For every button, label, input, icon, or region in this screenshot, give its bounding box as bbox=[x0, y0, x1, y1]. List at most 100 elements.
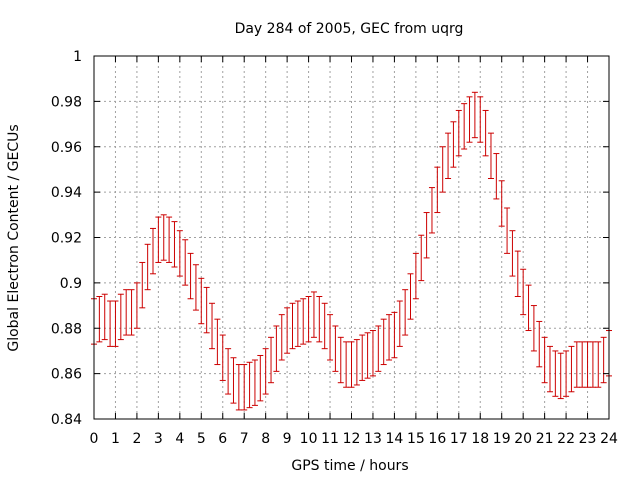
error-bar bbox=[96, 295, 103, 343]
error-bar bbox=[573, 341, 580, 388]
x-tick-label: 22 bbox=[557, 431, 575, 447]
x-tick-label: 23 bbox=[579, 431, 597, 447]
error-bar bbox=[192, 264, 199, 311]
x-tick-label: 17 bbox=[450, 431, 468, 447]
error-bar bbox=[386, 314, 393, 361]
error-bar bbox=[128, 289, 135, 336]
chart-title: Day 284 of 2005, GEC from uqrg bbox=[235, 21, 464, 37]
error-bar bbox=[509, 230, 516, 277]
error-bar bbox=[525, 284, 532, 332]
x-tick-label: 2 bbox=[132, 431, 141, 447]
error-bar bbox=[337, 336, 344, 384]
x-tick-label: 16 bbox=[428, 431, 446, 447]
error-bar bbox=[101, 293, 108, 341]
x-tick-label: 1 bbox=[111, 431, 120, 447]
error-bar bbox=[482, 109, 489, 157]
x-tick-label: 4 bbox=[175, 431, 184, 447]
y-axis-label: Global Electron Content / GECUs bbox=[6, 124, 22, 351]
error-bar bbox=[219, 334, 226, 381]
error-bar bbox=[316, 295, 323, 343]
y-tick-label: 0.96 bbox=[51, 140, 82, 156]
y-tick-label: 0.88 bbox=[51, 321, 82, 337]
x-tick-label: 5 bbox=[197, 431, 206, 447]
error-bar bbox=[117, 293, 124, 341]
y-tick-label: 0.98 bbox=[51, 94, 82, 110]
x-tick-label: 11 bbox=[321, 431, 339, 447]
error-bar bbox=[589, 341, 596, 388]
x-tick-label: 12 bbox=[343, 431, 361, 447]
error-bar bbox=[369, 330, 376, 377]
grid-lines bbox=[93, 55, 610, 420]
error-bar bbox=[107, 300, 114, 347]
error-bar bbox=[235, 364, 242, 411]
error-bar bbox=[246, 361, 253, 409]
axis-ticks bbox=[93, 55, 610, 420]
error-bar bbox=[343, 341, 350, 388]
x-tick-label: 0 bbox=[90, 431, 99, 447]
error-bar bbox=[144, 243, 151, 291]
x-tick-label: 18 bbox=[471, 431, 489, 447]
error-bar bbox=[375, 325, 382, 372]
error-bar bbox=[546, 345, 553, 393]
error-bar bbox=[198, 277, 205, 325]
error-bar bbox=[262, 348, 269, 395]
error-bar bbox=[182, 239, 189, 286]
x-tick-label: 21 bbox=[536, 431, 554, 447]
error-bar bbox=[332, 325, 339, 372]
error-bar bbox=[445, 132, 452, 180]
error-bar bbox=[520, 268, 527, 316]
error-bar bbox=[450, 121, 457, 168]
error-bar bbox=[257, 354, 264, 402]
x-tick-label: 19 bbox=[493, 431, 511, 447]
error-bar bbox=[380, 318, 387, 366]
error-bar bbox=[407, 273, 414, 320]
error-bar bbox=[139, 261, 146, 309]
error-bar bbox=[278, 314, 285, 361]
error-bar bbox=[225, 348, 232, 395]
error-bar bbox=[541, 336, 548, 384]
x-tick-label: 15 bbox=[407, 431, 425, 447]
error-bar bbox=[391, 311, 398, 359]
y-tick-label: 0.92 bbox=[51, 231, 82, 247]
error-bar bbox=[203, 286, 210, 334]
error-bar bbox=[294, 300, 301, 347]
error-bar bbox=[568, 345, 575, 393]
error-bar bbox=[155, 216, 162, 263]
error-bar bbox=[209, 302, 216, 350]
y-tick-labels: 0.84 0.86 0.88 0.9 0.92 0.94 0.96 0.98 1 bbox=[51, 49, 82, 428]
error-bar bbox=[268, 336, 275, 384]
error-bar bbox=[171, 221, 178, 268]
x-tick-label: 8 bbox=[261, 431, 270, 447]
y-tick-label: 0.84 bbox=[51, 412, 82, 428]
error-bar bbox=[187, 252, 194, 300]
error-bar bbox=[514, 250, 521, 297]
x-tick-label: 9 bbox=[283, 431, 292, 447]
x-tick-label: 24 bbox=[600, 431, 618, 447]
error-bar bbox=[477, 96, 484, 143]
x-tick-label: 10 bbox=[300, 431, 318, 447]
error-bar bbox=[364, 332, 371, 379]
error-bar bbox=[396, 300, 403, 347]
error-bar bbox=[412, 252, 419, 300]
error-bar bbox=[552, 350, 559, 397]
error-bar bbox=[402, 289, 409, 336]
error-bar bbox=[214, 318, 221, 366]
error-bar bbox=[310, 291, 317, 338]
error-bar bbox=[595, 341, 602, 388]
error-bar bbox=[133, 282, 140, 329]
error-bar bbox=[251, 359, 258, 406]
x-tick-label: 6 bbox=[218, 431, 227, 447]
error-bar bbox=[300, 298, 307, 345]
error-bar bbox=[353, 339, 360, 386]
x-tick-label: 14 bbox=[386, 431, 404, 447]
y-tick-label: 0.94 bbox=[51, 185, 82, 201]
error-bar bbox=[498, 180, 505, 227]
error-bar bbox=[428, 187, 435, 234]
error-bar bbox=[230, 357, 237, 404]
error-bar bbox=[418, 234, 425, 282]
error-bar-series bbox=[91, 91, 612, 411]
error-bar bbox=[455, 109, 462, 157]
error-bar bbox=[166, 216, 173, 263]
